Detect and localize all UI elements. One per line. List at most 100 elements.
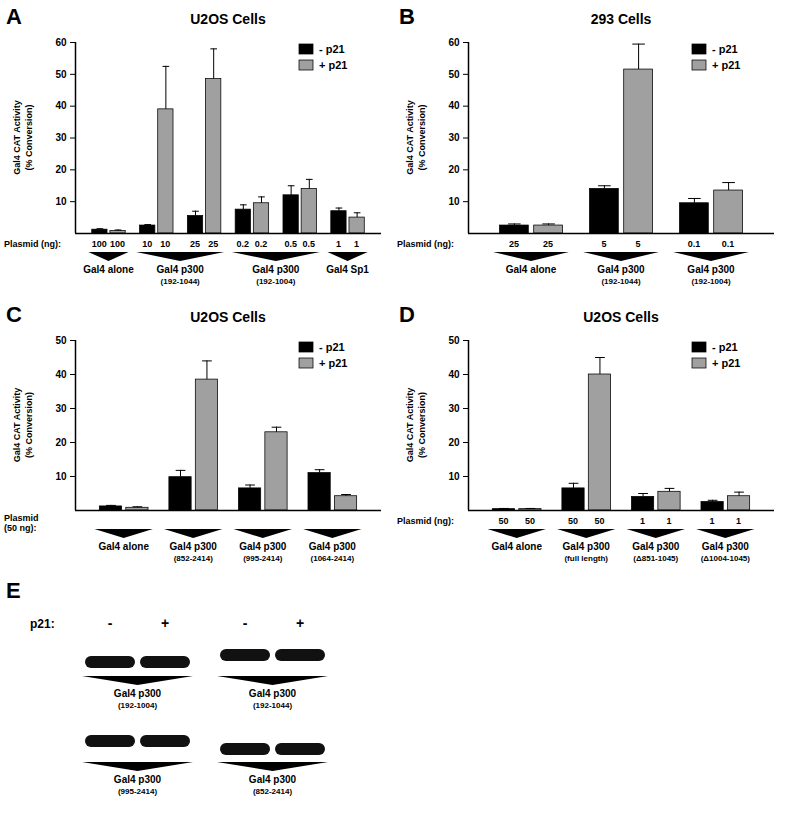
svg-text:25: 25 (190, 239, 200, 249)
svg-text:1: 1 (736, 516, 741, 526)
svg-text:0.5: 0.5 (284, 239, 297, 249)
svg-text:10: 10 (55, 471, 67, 482)
svg-text:- p21: - p21 (319, 341, 345, 353)
svg-text:+ p21: + p21 (712, 357, 740, 369)
svg-text:Gal4 Sp1: Gal4 Sp1 (326, 264, 369, 275)
svg-text:0.1: 0.1 (688, 239, 701, 249)
svg-text:- p21: - p21 (712, 43, 738, 55)
svg-text:40: 40 (448, 369, 460, 380)
svg-text:0.1: 0.1 (722, 239, 735, 249)
svg-text:10: 10 (448, 196, 460, 207)
svg-text:(% Conversion): (% Conversion) (24, 104, 34, 170)
svg-text:50: 50 (448, 69, 460, 80)
svg-text:Gal4 p300: Gal4 p300 (170, 541, 218, 552)
svg-text:(852-2414): (852-2414) (174, 554, 213, 563)
svg-text:Gal4 p300: Gal4 p300 (309, 541, 357, 552)
svg-text:50: 50 (448, 335, 460, 346)
svg-text:10: 10 (55, 196, 67, 207)
svg-text:10: 10 (142, 239, 152, 249)
svg-text:B: B (399, 4, 415, 29)
svg-text:(Δ1004-1045): (Δ1004-1045) (701, 554, 751, 563)
svg-text:50: 50 (594, 516, 604, 526)
svg-text:Gal4 p300: Gal4 p300 (157, 264, 205, 275)
svg-text:Gal4 p300: Gal4 p300 (249, 688, 297, 699)
svg-text:50: 50 (55, 335, 67, 346)
svg-text:(192-1004): (192-1004) (691, 277, 730, 286)
svg-text:(192-1044): (192-1044) (253, 701, 292, 710)
svg-text:50: 50 (498, 516, 508, 526)
svg-text:5: 5 (601, 239, 606, 249)
svg-text:30: 30 (448, 403, 460, 414)
svg-text:- p21: - p21 (319, 43, 345, 55)
svg-text:1: 1 (640, 516, 645, 526)
svg-text:60: 60 (448, 37, 460, 48)
svg-text:Gal4 CAT Activity: Gal4 CAT Activity (405, 388, 415, 463)
svg-text:10: 10 (448, 471, 460, 482)
svg-text:Gal4 CAT Activity: Gal4 CAT Activity (12, 388, 22, 463)
svg-text:+ p21: + p21 (712, 59, 740, 71)
svg-text:50: 50 (55, 69, 67, 80)
svg-text:+ p21: + p21 (319, 59, 347, 71)
svg-text:- p21: - p21 (712, 341, 738, 353)
svg-text:(full length): (full length) (564, 554, 608, 563)
svg-text:5: 5 (636, 239, 641, 249)
svg-text:Gal4 alone: Gal4 alone (491, 541, 542, 552)
svg-text:E: E (6, 578, 21, 603)
svg-text:10: 10 (160, 239, 170, 249)
svg-text:0.5: 0.5 (303, 239, 316, 249)
svg-text:Plasmid (ng):: Plasmid (ng): (397, 516, 454, 526)
svg-text:25: 25 (208, 239, 218, 249)
svg-text:(% Conversion): (% Conversion) (417, 392, 427, 458)
svg-text:-: - (243, 615, 248, 631)
svg-text:Plasmid (ng):: Plasmid (ng): (397, 239, 454, 249)
svg-text:(192-1044): (192-1044) (161, 277, 200, 286)
svg-text:50: 50 (525, 516, 535, 526)
svg-text:Gal4 p300: Gal4 p300 (114, 688, 162, 699)
svg-text:Gal4 p300: Gal4 p300 (249, 774, 297, 785)
svg-text:+: + (296, 615, 304, 631)
svg-text:20: 20 (448, 164, 460, 175)
svg-text:Gal4 p300: Gal4 p300 (239, 541, 287, 552)
svg-text:(852-2414): (852-2414) (253, 787, 292, 796)
svg-text:+ p21: + p21 (319, 357, 347, 369)
svg-text:0.2: 0.2 (255, 239, 268, 249)
svg-text:(995-2414): (995-2414) (243, 554, 282, 563)
svg-text:100: 100 (92, 239, 107, 249)
svg-text:20: 20 (55, 437, 67, 448)
svg-text:(Δ851-1045): (Δ851-1045) (633, 554, 678, 563)
svg-text:(% Conversion): (% Conversion) (24, 392, 34, 458)
svg-text:D: D (399, 302, 415, 327)
svg-text:Gal4 alone: Gal4 alone (98, 541, 149, 552)
svg-text:(192-1004): (192-1004) (118, 701, 157, 710)
svg-text:60: 60 (55, 37, 67, 48)
svg-text:-: - (108, 615, 113, 631)
svg-text:50: 50 (568, 516, 578, 526)
svg-text:30: 30 (55, 403, 67, 414)
svg-text:(1064-2414): (1064-2414) (311, 554, 355, 563)
svg-text:Gal4 p300: Gal4 p300 (632, 541, 680, 552)
svg-text:25: 25 (509, 239, 519, 249)
svg-text:(192-1044): (192-1044) (601, 277, 640, 286)
svg-text:1: 1 (666, 516, 671, 526)
svg-text:Gal4 p300: Gal4 p300 (702, 541, 750, 552)
svg-text:Gal4 CAT Activity: Gal4 CAT Activity (405, 100, 415, 175)
svg-text:Plasmid (ng):: Plasmid (ng): (4, 239, 61, 249)
svg-text:(% Conversion): (% Conversion) (417, 104, 427, 170)
svg-text:20: 20 (448, 437, 460, 448)
svg-text:C: C (6, 302, 22, 327)
svg-text:Gal4 p300: Gal4 p300 (563, 541, 611, 552)
svg-text:p21:: p21: (30, 617, 55, 631)
svg-text:Plasmid: Plasmid (4, 513, 39, 523)
svg-text:+: + (161, 615, 169, 631)
svg-text:0.2: 0.2 (237, 239, 250, 249)
svg-text:30: 30 (55, 132, 67, 143)
svg-text:Gal4 alone: Gal4 alone (506, 264, 557, 275)
svg-text:1: 1 (354, 239, 359, 249)
svg-text:Gal4 p300: Gal4 p300 (252, 264, 300, 275)
svg-text:(192-1004): (192-1004) (256, 277, 295, 286)
svg-text:Gal4 alone: Gal4 alone (83, 264, 134, 275)
svg-text:25: 25 (543, 239, 553, 249)
svg-text:1: 1 (336, 239, 341, 249)
svg-text:Gal4 p300: Gal4 p300 (687, 264, 735, 275)
svg-text:40: 40 (55, 369, 67, 380)
